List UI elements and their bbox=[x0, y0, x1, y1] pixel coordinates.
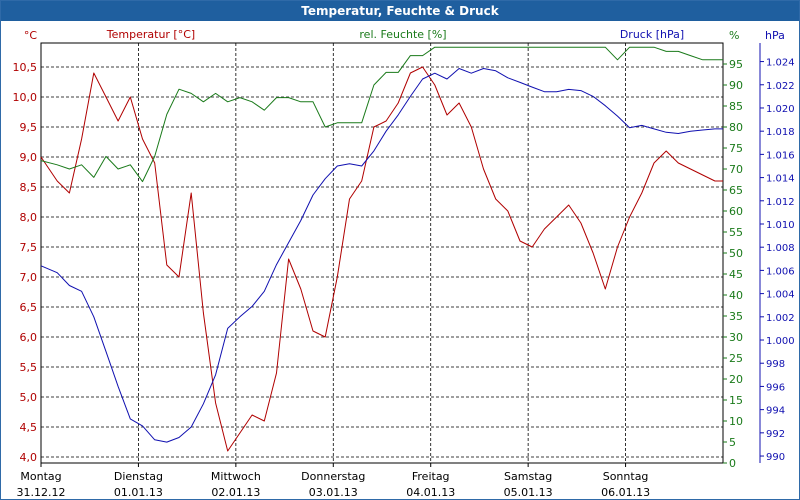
pressure-tick-label: 1.014 bbox=[766, 174, 795, 185]
humidity-axis: 0 5 10 15 20 25 30 35 40 45 50 55 60 65 70 75 80 85 90 95% bbox=[723, 29, 743, 470]
humidity-tick-label: 85 bbox=[729, 100, 743, 113]
date-label: 06.01.13 bbox=[601, 486, 650, 499]
humidity-tick-label: 75 bbox=[729, 142, 743, 155]
temperature-tick-label: 7,5 bbox=[20, 241, 38, 254]
series-header-rel-feuchte: rel. Feuchte [%] bbox=[359, 28, 446, 41]
humidity-tick-label: 25 bbox=[729, 352, 743, 365]
humidity-tick-label: 15 bbox=[729, 394, 743, 407]
series-headers: Temperatur [°C] rel. Feuchte [%] Druck [hP… bbox=[106, 28, 684, 41]
humidity-unit-label: % bbox=[729, 29, 739, 42]
humidity-tick-label: 60 bbox=[729, 205, 743, 218]
humidity-tick-label: 65 bbox=[729, 184, 743, 197]
day-label: Dienstag bbox=[114, 470, 163, 483]
pressure-tick-label: 1.016 bbox=[766, 150, 795, 161]
temperature-tick-label: 5,5 bbox=[20, 361, 38, 374]
pressure-tick-label: 994 bbox=[766, 406, 785, 417]
temperature-unit-label: °C bbox=[24, 29, 38, 42]
series-header-temperatur-c: Temperatur [°C] bbox=[106, 28, 195, 41]
pressure-tick-label: 1.022 bbox=[766, 81, 795, 92]
plot-frame bbox=[40, 42, 724, 464]
pressure-tick-label: 1.002 bbox=[766, 313, 795, 324]
pressure-axis: 990 992 994 996 998 1.000 1.002 1.004 1.006 1.008… bbox=[759, 29, 795, 463]
humidity-tick-label: 55 bbox=[729, 226, 743, 239]
humidity-tick-label: 5 bbox=[729, 436, 736, 449]
humidity-tick-label: 20 bbox=[729, 373, 743, 386]
pressure-tick-label: 1.020 bbox=[766, 104, 795, 115]
temperature-tick-label: 4,5 bbox=[20, 421, 38, 434]
pressure-tick-label: 1.000 bbox=[766, 336, 795, 347]
series-header-druck-hpa: Druck [hPa] bbox=[620, 28, 684, 41]
temperature-tick-label: 10,5 bbox=[13, 61, 38, 74]
humidity-tick-label: 40 bbox=[729, 289, 743, 302]
pressure-tick-label: 1.024 bbox=[766, 58, 795, 69]
temperature-tick-label: 10,0 bbox=[13, 91, 38, 104]
pressure-tick-label: 1.006 bbox=[766, 266, 795, 277]
temperature-tick-label: 7,0 bbox=[20, 271, 38, 284]
day-label: Mittwoch bbox=[211, 470, 261, 483]
day-label: Sonntag bbox=[603, 470, 649, 483]
pressure-unit-label: hPa bbox=[765, 29, 785, 42]
pressure-tick-label: 1.018 bbox=[766, 127, 795, 138]
series-line-temperatur-c bbox=[40, 66, 723, 452]
day-axis: Montag 31.12.12 Dienstag 01.01.13 Mittwoch 02… bbox=[17, 463, 650, 499]
temperature-tick-label: 6,0 bbox=[20, 331, 38, 344]
chart-title: Temperatur, Feuchte & Druck bbox=[1, 1, 799, 21]
series-lines bbox=[40, 46, 723, 452]
humidity-tick-label: 10 bbox=[729, 415, 743, 428]
temperature-tick-label: 6,5 bbox=[20, 301, 38, 314]
day-label: Freitag bbox=[412, 470, 450, 483]
series-line-druck-hpa bbox=[40, 68, 723, 443]
pressure-tick-label: 1.004 bbox=[766, 290, 795, 301]
day-label: Samstag bbox=[504, 470, 552, 483]
pressure-tick-label: 992 bbox=[766, 429, 785, 440]
pressure-tick-label: 1.012 bbox=[766, 197, 795, 208]
weather-chart: 4,0 4,5 5,0 5,5 6,0 6,5 7,0 7,5 8,0 8,5 9,0 9,5 10,0… bbox=[13, 28, 795, 499]
plot-border bbox=[40, 42, 724, 464]
humidity-tick-label: 50 bbox=[729, 247, 743, 260]
date-label: 04.01.13 bbox=[406, 486, 455, 499]
humidity-tick-label: 70 bbox=[729, 163, 743, 176]
series-line-rel-feuchte bbox=[40, 46, 723, 183]
humidity-tick-label: 80 bbox=[729, 121, 743, 134]
day-label: Donnerstag bbox=[301, 470, 365, 483]
date-label: 02.01.13 bbox=[211, 486, 260, 499]
pressure-tick-label: 990 bbox=[766, 452, 785, 463]
date-label: 31.12.12 bbox=[17, 486, 66, 499]
humidity-tick-label: 35 bbox=[729, 310, 743, 323]
temperature-tick-label: 4,0 bbox=[20, 451, 38, 464]
temperature-tick-label: 9,0 bbox=[20, 151, 38, 164]
temperature-tick-label: 9,5 bbox=[20, 121, 38, 134]
grid-lines bbox=[41, 43, 723, 463]
humidity-tick-label: 30 bbox=[729, 331, 743, 344]
temperature-tick-label: 5,0 bbox=[20, 391, 38, 404]
pressure-tick-label: 1.008 bbox=[766, 243, 795, 254]
date-label: 05.01.13 bbox=[504, 486, 553, 499]
humidity-tick-label: 95 bbox=[729, 58, 743, 71]
date-label: 03.01.13 bbox=[309, 486, 358, 499]
humidity-tick-label: 0 bbox=[729, 457, 736, 470]
temperature-tick-label: 8,5 bbox=[20, 181, 38, 194]
day-label: Montag bbox=[20, 470, 61, 483]
pressure-tick-label: 1.010 bbox=[766, 220, 795, 231]
temperature-tick-label: 8,0 bbox=[20, 211, 38, 224]
humidity-tick-label: 90 bbox=[729, 79, 743, 92]
date-label: 01.01.13 bbox=[114, 486, 163, 499]
humidity-tick-label: 45 bbox=[729, 268, 743, 281]
temperature-axis: 4,0 4,5 5,0 5,5 6,0 6,5 7,0 7,5 8,0 8,5 9,0 9,5 10,0… bbox=[13, 29, 38, 464]
pressure-tick-label: 998 bbox=[766, 359, 785, 370]
pressure-tick-label: 996 bbox=[766, 382, 785, 393]
